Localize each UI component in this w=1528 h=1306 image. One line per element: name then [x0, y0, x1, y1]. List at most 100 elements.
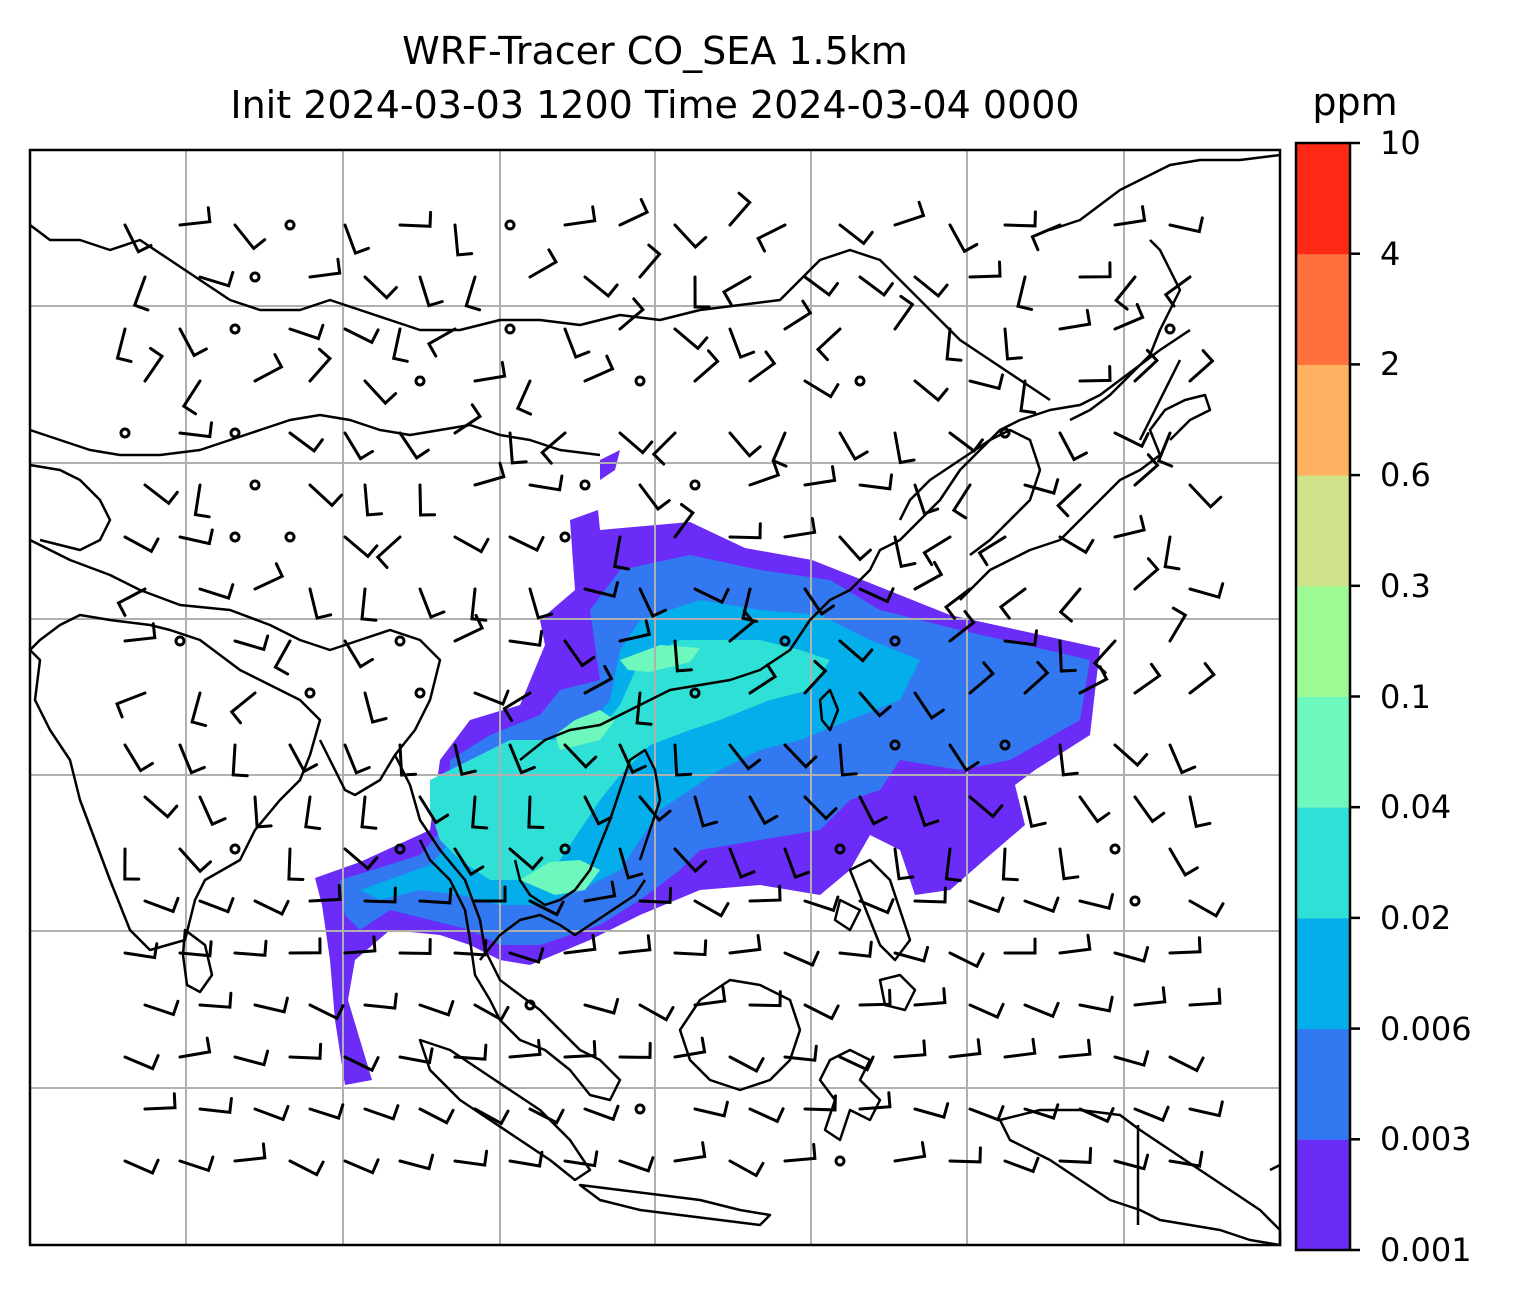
calm-wind-marker	[249, 271, 261, 283]
wind-barb	[858, 898, 895, 915]
wind-barb	[198, 583, 235, 600]
title-line-2: Init 2024-03-03 1200 Time 2024-03-04 000…	[230, 83, 1080, 127]
calm-wind-marker	[229, 323, 241, 335]
wind-barb	[858, 988, 892, 1007]
wind-barb	[123, 1054, 160, 1071]
calm-wind-marker	[284, 531, 296, 543]
wind-barb	[563, 933, 597, 955]
wind-barb	[618, 297, 646, 331]
calm-wind-marker	[229, 531, 241, 543]
wind-barb	[838, 940, 873, 958]
wind-barb	[1030, 223, 1062, 252]
colorbar-tick-label: 0.1	[1380, 677, 1431, 716]
wind-barb	[728, 743, 761, 771]
wind-barb	[838, 1055, 875, 1072]
wind-barb	[528, 587, 554, 620]
wind-barb	[508, 947, 545, 964]
wind-barb	[1113, 302, 1145, 331]
wind-barb	[453, 613, 485, 643]
wind-barb	[418, 1107, 455, 1125]
wind-barb	[453, 223, 474, 257]
wind-barb	[398, 1153, 435, 1171]
calm-wind-marker	[1129, 895, 1141, 907]
wind-barb	[803, 1094, 837, 1112]
wind-barb	[123, 942, 159, 960]
colorbar-swatch	[1296, 807, 1350, 919]
wind-barb	[1133, 453, 1160, 487]
wind-barb	[945, 327, 963, 362]
wind-barb	[1003, 210, 1037, 228]
wind-barb	[748, 663, 778, 695]
wind-barb	[233, 1142, 267, 1163]
wind-barb	[418, 1000, 455, 1017]
wind-barb	[1078, 995, 1114, 1013]
wind-barb	[453, 939, 488, 957]
wind-barb	[229, 691, 257, 725]
wind-barb	[288, 431, 324, 453]
wind-barb	[673, 1036, 707, 1059]
calm-wind-marker	[394, 635, 406, 647]
wind-barb	[618, 619, 652, 643]
wind-barb	[1003, 1156, 1040, 1174]
wind-barb	[913, 379, 949, 403]
wind-barb	[1113, 431, 1150, 449]
wind-barb	[1113, 1050, 1150, 1067]
wind-barb	[1113, 1153, 1150, 1171]
wind-barb	[1003, 327, 1023, 361]
wind-barb	[858, 473, 893, 491]
wind-barb	[858, 587, 895, 604]
wind-barb	[563, 1150, 599, 1168]
calm-wind-marker	[174, 635, 186, 647]
wind-barb	[418, 887, 453, 905]
wind-barb	[398, 210, 433, 228]
wind-barb	[693, 275, 711, 309]
wind-barb	[508, 629, 544, 647]
wind-barb	[1003, 1037, 1037, 1059]
wind-barb	[1023, 795, 1047, 829]
wind-barb	[838, 223, 874, 246]
wind-barb	[1188, 899, 1225, 918]
wind-barb	[363, 379, 398, 406]
wind-barb	[528, 899, 565, 917]
wind-barb	[948, 743, 980, 773]
wind-barb	[1023, 1103, 1060, 1120]
wind-barb	[968, 795, 1004, 819]
wind-barb	[308, 884, 342, 903]
wind-barb	[181, 379, 202, 416]
wind-barb	[748, 795, 779, 826]
wind-barb	[528, 1107, 565, 1125]
wind-barb	[1023, 478, 1060, 495]
wind-barb	[508, 847, 544, 871]
wind-barb	[673, 939, 708, 957]
colorbar-swatch	[1296, 253, 1350, 365]
wind-barb	[1188, 483, 1223, 509]
wind-barb	[1113, 743, 1149, 768]
wind-barb	[343, 1055, 380, 1073]
wind-barb	[693, 985, 727, 1007]
calm-wind-marker	[854, 375, 866, 387]
wind-barb	[1019, 379, 1037, 415]
wind-barb	[1058, 535, 1095, 555]
wind-barb	[618, 198, 650, 227]
wind-barb	[288, 743, 319, 774]
calm-wind-marker	[229, 843, 241, 855]
calm-wind-marker	[559, 843, 571, 855]
wind-barb	[893, 1039, 927, 1059]
wind-barb	[1113, 205, 1147, 227]
calm-wind-marker	[999, 739, 1011, 751]
colorbar-swatch	[1296, 1028, 1350, 1140]
wind-barb	[178, 1036, 212, 1059]
wind-barb	[288, 1042, 323, 1060]
wind-barb	[253, 996, 289, 1014]
wind-barb	[308, 1103, 345, 1120]
wind-barb	[1058, 743, 1079, 777]
wind-barb	[360, 587, 378, 622]
wind-barb	[343, 935, 377, 955]
wind-barb	[1133, 1105, 1170, 1123]
calm-wind-marker	[414, 375, 426, 387]
wind-barb	[1133, 795, 1166, 824]
colorbar-tick-label: 0.02	[1380, 898, 1452, 937]
wind-barb	[638, 587, 667, 619]
wind-barb	[803, 587, 835, 616]
wind-barb	[893, 847, 915, 881]
